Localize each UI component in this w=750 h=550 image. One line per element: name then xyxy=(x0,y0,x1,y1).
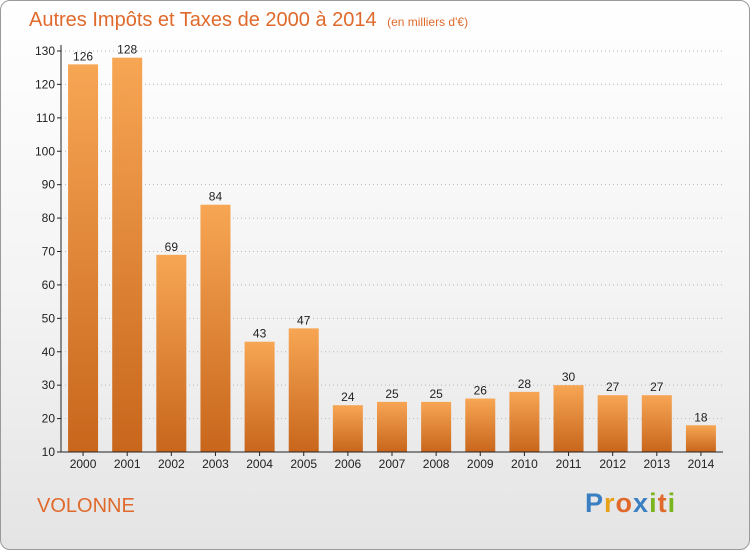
data-label: 25 xyxy=(385,387,399,401)
bar xyxy=(377,401,407,452)
logo-letter: x xyxy=(633,488,650,518)
logo-letter: i xyxy=(649,488,658,518)
data-label: 27 xyxy=(606,380,620,394)
data-label: 30 xyxy=(562,370,576,384)
data-label: 28 xyxy=(518,377,532,391)
y-tick-label: 20 xyxy=(42,412,56,426)
data-label: 84 xyxy=(209,190,223,204)
bar xyxy=(200,204,231,452)
y-tick-label: 130 xyxy=(35,44,55,58)
x-tick-label: 2012 xyxy=(599,457,626,471)
data-label: 47 xyxy=(297,313,311,327)
x-tick-label: 2013 xyxy=(643,457,670,471)
x-tick-labels: 2000 2001 2002 2003 2004 2005 2006 2007 2008 2009… xyxy=(70,457,715,471)
x-tick-label: 2009 xyxy=(467,457,494,471)
y-tick-label: 110 xyxy=(36,111,55,125)
x-tick-label: 2011 xyxy=(556,457,582,471)
data-label: 126 xyxy=(73,49,93,63)
x-tick-label: 2001 xyxy=(114,457,141,471)
y-tick-label: 50 xyxy=(42,311,56,325)
bar xyxy=(288,328,319,452)
proxiti-logo: Proxiti xyxy=(585,488,676,519)
y-tick-labels: 10 20 30 40 50 60 70 80 90 100 110 120 130 xyxy=(35,44,55,459)
chart-title-block: Autres Impôts et Taxes de 2000 à 2014 (e… xyxy=(29,9,468,32)
data-label: 18 xyxy=(694,410,708,424)
x-tick-label: 2008 xyxy=(423,457,450,471)
logo-letter: P xyxy=(585,488,605,518)
data-label: 24 xyxy=(341,390,355,404)
data-label: 43 xyxy=(253,327,267,341)
bar xyxy=(509,391,540,452)
bar xyxy=(68,64,99,452)
data-label: 26 xyxy=(474,384,488,398)
logo-letter: t xyxy=(657,488,668,518)
bar xyxy=(685,425,716,452)
bar xyxy=(332,405,363,452)
unit-note: (en milliers d'€) xyxy=(387,15,469,29)
data-label: 69 xyxy=(165,240,179,254)
x-tick-label: 2003 xyxy=(202,457,229,471)
y-tick-label: 30 xyxy=(42,378,56,392)
chart-title: Autres Impôts et Taxes de 2000 à 2014 xyxy=(29,9,377,31)
logo-letter: i xyxy=(667,488,677,518)
axes xyxy=(57,45,723,456)
commune-name: VOLONNE xyxy=(37,495,135,517)
data-labels: 126 128 69 84 43 47 24 25 25 26 28 30 27 27 18 xyxy=(73,43,708,425)
y-tick-label: 120 xyxy=(35,77,55,91)
data-label: 25 xyxy=(429,387,443,401)
bar xyxy=(553,385,584,452)
data-label: 27 xyxy=(650,380,664,394)
bar xyxy=(465,398,496,452)
bar xyxy=(244,341,275,452)
logo-letter: r xyxy=(604,488,616,518)
y-tick-label: 100 xyxy=(35,144,55,158)
y-tick-label: 70 xyxy=(42,245,56,259)
y-tick-label: 90 xyxy=(42,178,56,192)
x-tick-label: 2005 xyxy=(290,457,317,471)
x-tick-label: 2002 xyxy=(158,457,185,471)
logo-letter: o xyxy=(615,488,634,518)
data-label: 128 xyxy=(117,43,137,57)
x-tick-label: 2007 xyxy=(379,457,406,471)
y-tick-label: 80 xyxy=(42,211,56,225)
x-tick-label: 2014 xyxy=(688,457,715,471)
bars xyxy=(68,57,716,452)
bar xyxy=(421,401,452,452)
x-tick-label: 2000 xyxy=(70,457,97,471)
x-tick-label: 2004 xyxy=(246,457,273,471)
y-tick-label: 10 xyxy=(42,445,56,459)
bar xyxy=(112,57,143,452)
bar xyxy=(641,395,672,452)
y-tick-label: 60 xyxy=(42,278,56,292)
y-tick-label: 40 xyxy=(42,345,56,359)
x-tick-label: 2010 xyxy=(511,457,538,471)
bar xyxy=(156,254,187,452)
bar xyxy=(597,395,628,452)
x-tick-label: 2006 xyxy=(335,457,362,471)
